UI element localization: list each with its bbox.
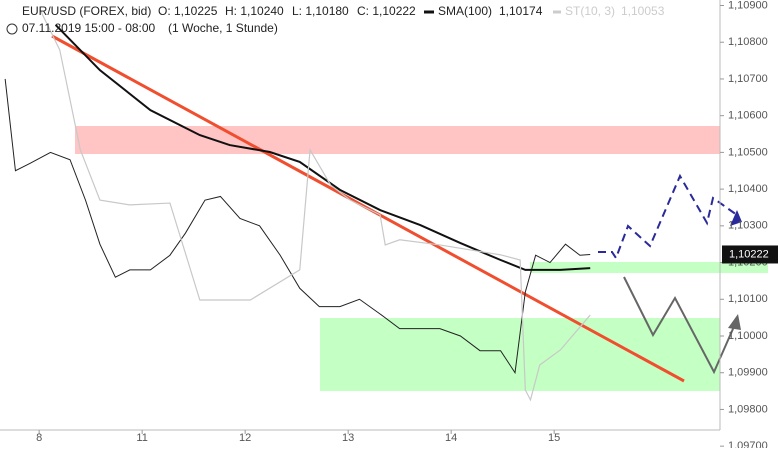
- series-line: [39, 9, 591, 402]
- x-tick-label: 15: [548, 432, 560, 444]
- y-tick-label: 1,10400: [728, 183, 768, 195]
- projection-up: [598, 173, 738, 261]
- y-tick-label: 1,10800: [728, 36, 768, 48]
- support-zone-small: [530, 262, 768, 273]
- x-tick-label: 14: [445, 432, 457, 444]
- price-tag-label: 1,10222: [729, 248, 769, 260]
- y-tick-label: 1,10000: [728, 330, 768, 342]
- x-tick-label: 13: [342, 432, 354, 444]
- y-tick-label: 1,09900: [728, 367, 768, 379]
- legend-label: SMA(100): [438, 4, 492, 18]
- legend-value: 1,10174: [499, 4, 543, 18]
- y-tick-label: 1,10700: [728, 73, 768, 85]
- clock-icon: [6, 23, 18, 35]
- price-tag: [722, 245, 778, 264]
- x-tick-label: 11: [136, 432, 147, 444]
- x-tick-label: 8: [36, 432, 42, 444]
- legend: EUR/USD (FOREX, bid) O: 1,10225 H: 1,102…: [6, 4, 665, 35]
- projection-down: [623, 276, 737, 375]
- ohlc-open: O: 1,10225: [158, 4, 218, 18]
- chart-title: EUR/USD (FOREX, bid): [22, 4, 151, 18]
- y-tick-label: 1,10300: [728, 220, 768, 232]
- legend-value: 1,10053: [621, 4, 665, 18]
- ohlc-high: H: 1,10240: [225, 4, 284, 18]
- series-line: [4, 78, 591, 375]
- x-tick-label: 12: [239, 432, 251, 444]
- legend-label: ST(10, 3): [565, 4, 615, 18]
- series-line: [54, 24, 591, 271]
- y-tick-label: 1,09800: [728, 403, 768, 415]
- period: (1 Woche, 1 Stunde): [168, 21, 278, 35]
- arrow-head: [728, 314, 741, 330]
- support-zone: [320, 318, 720, 391]
- arrow-head: [730, 210, 742, 226]
- y-tick-label: 1,10500: [728, 146, 768, 158]
- y-tick-label: 1,09700: [728, 440, 768, 448]
- ohlc-close: C: 1,10222: [357, 4, 416, 18]
- chart-subtitle: 07.11.2019 15:00 - 08:00: [22, 21, 156, 35]
- y-tick-label: 1,10100: [728, 293, 768, 305]
- y-tick-label: 1,10900: [728, 0, 768, 11]
- ohlc-low: L: 1,10180: [292, 4, 349, 18]
- resistance-zone: [75, 126, 720, 154]
- y-tick-label: 1,10600: [728, 110, 768, 122]
